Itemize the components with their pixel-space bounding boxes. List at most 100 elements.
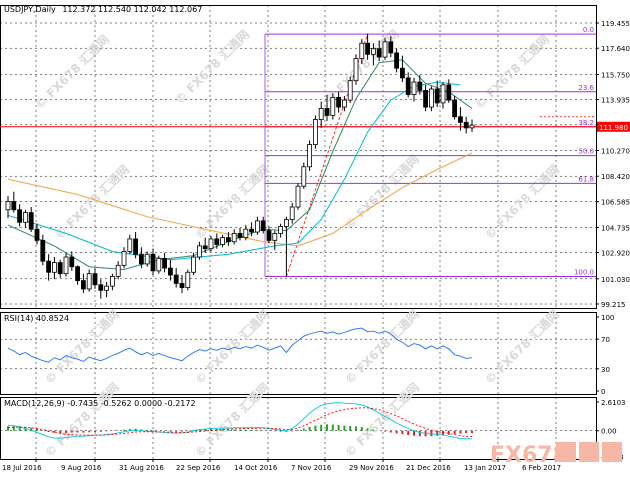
candle: [324, 94, 330, 121]
candle: [295, 183, 301, 210]
logo-box-1: [556, 442, 576, 462]
candle: [5, 195, 11, 219]
logo-box-3: [602, 442, 622, 462]
candle-body: [289, 206, 295, 220]
candle-body: [191, 256, 197, 273]
candle-body: [225, 237, 231, 243]
candle: [127, 234, 133, 255]
candle: [231, 229, 237, 245]
chart-symbol: USDJPY,Daily: [4, 5, 56, 14]
candle: [191, 252, 197, 276]
candle-body: [376, 48, 382, 58]
time-tick-label: 22 Sep 2016: [176, 464, 221, 472]
candle: [399, 55, 405, 83]
macd-line: [7, 402, 472, 440]
fib-level-label: 50.0: [578, 148, 594, 156]
candle-body: [423, 90, 429, 108]
time-tick-label: 9 Aug 2016: [61, 464, 102, 472]
candle: [452, 95, 458, 120]
candle-body: [469, 124, 475, 129]
candle-body: [46, 260, 51, 273]
candle: [63, 252, 69, 277]
logo-box-2: [579, 442, 599, 462]
candle: [162, 252, 168, 273]
candle-body: [75, 266, 80, 282]
rsi-title: RSI(14) 40.8524: [4, 314, 69, 323]
candle-body: [324, 108, 330, 116]
candle: [266, 226, 272, 244]
candle-body: [307, 144, 313, 168]
rsi-tick-label: 70: [601, 336, 610, 344]
candle: [196, 241, 202, 260]
candle-body: [138, 253, 144, 265]
candle: [446, 79, 452, 103]
candle-body: [86, 273, 92, 290]
time-tick-label: 18 Jul 2016: [2, 464, 42, 472]
candle-body: [150, 253, 156, 272]
price-tick-label: 117.640: [601, 45, 630, 53]
candle: [110, 273, 115, 291]
candle-body: [34, 228, 40, 241]
price-tick-label: 115.750: [601, 71, 630, 79]
candle-body: [411, 81, 417, 95]
price-panel-frame: [0, 5, 597, 309]
candle: [272, 230, 278, 251]
fib-level-label: 38.2: [578, 119, 594, 127]
candle-body: [81, 280, 86, 290]
candle: [173, 268, 179, 288]
macd-signal-line: [7, 407, 473, 437]
candle: [434, 80, 440, 108]
candle-body: [353, 58, 359, 82]
price-axis: 119.455117.640115.750113.935112.120110.2…: [596, 20, 630, 309]
candle: [202, 237, 208, 253]
candle-body: [388, 41, 394, 54]
candle: [11, 191, 17, 213]
candle: [428, 86, 434, 112]
candle-body: [214, 238, 220, 245]
rsi-tick-label: 100: [601, 314, 614, 322]
candle: [98, 279, 104, 299]
macd-tick-label: 2.6103: [601, 399, 626, 407]
candle: [46, 254, 51, 281]
candle-body: [370, 48, 376, 55]
candle: [278, 223, 284, 238]
candle-body: [179, 282, 185, 288]
price-tick-label: 108.420: [601, 173, 630, 181]
price-tick-label: 113.935: [601, 97, 630, 105]
candle-body: [312, 119, 318, 145]
candle: [254, 216, 260, 235]
candle-body: [156, 257, 162, 272]
chart-title: USDJPY,Daily 112.372 112.540 112.042 112…: [4, 5, 202, 14]
macd-panel-frame: [0, 397, 597, 460]
candle: [457, 107, 463, 131]
candle: [417, 75, 423, 95]
fx678-logo: FX678: [490, 442, 622, 468]
price-tick-label: 99.215: [601, 301, 626, 309]
candle-body: [446, 84, 452, 101]
candle: [115, 261, 121, 280]
time-tick-label: 31 Aug 2016: [119, 464, 164, 472]
candle-body: [434, 88, 440, 104]
candle: [185, 269, 191, 291]
candle-body: [457, 116, 463, 123]
candle-body: [359, 42, 365, 59]
candle-body: [121, 251, 127, 266]
candle: [376, 40, 382, 62]
candle-body: [260, 220, 266, 232]
rsi-tick-label: 0: [601, 388, 605, 396]
candle: [440, 82, 446, 109]
candle-body: [22, 212, 28, 223]
candle-body: [110, 276, 115, 287]
candle-body: [330, 96, 336, 116]
candle: [144, 251, 150, 267]
candle: [353, 54, 359, 85]
candle: [75, 265, 80, 285]
candle-body: [249, 228, 255, 233]
candle-body: [237, 233, 243, 238]
time-tick-label: 29 Nov 2016: [349, 464, 394, 472]
ma-slow-line: [7, 152, 473, 247]
candle: [121, 247, 127, 269]
candle: [220, 234, 226, 248]
macd-panel: © FX678 汇通网 © FX678 汇通网 © FX678 汇通网 2.6103…: [0, 380, 626, 461]
